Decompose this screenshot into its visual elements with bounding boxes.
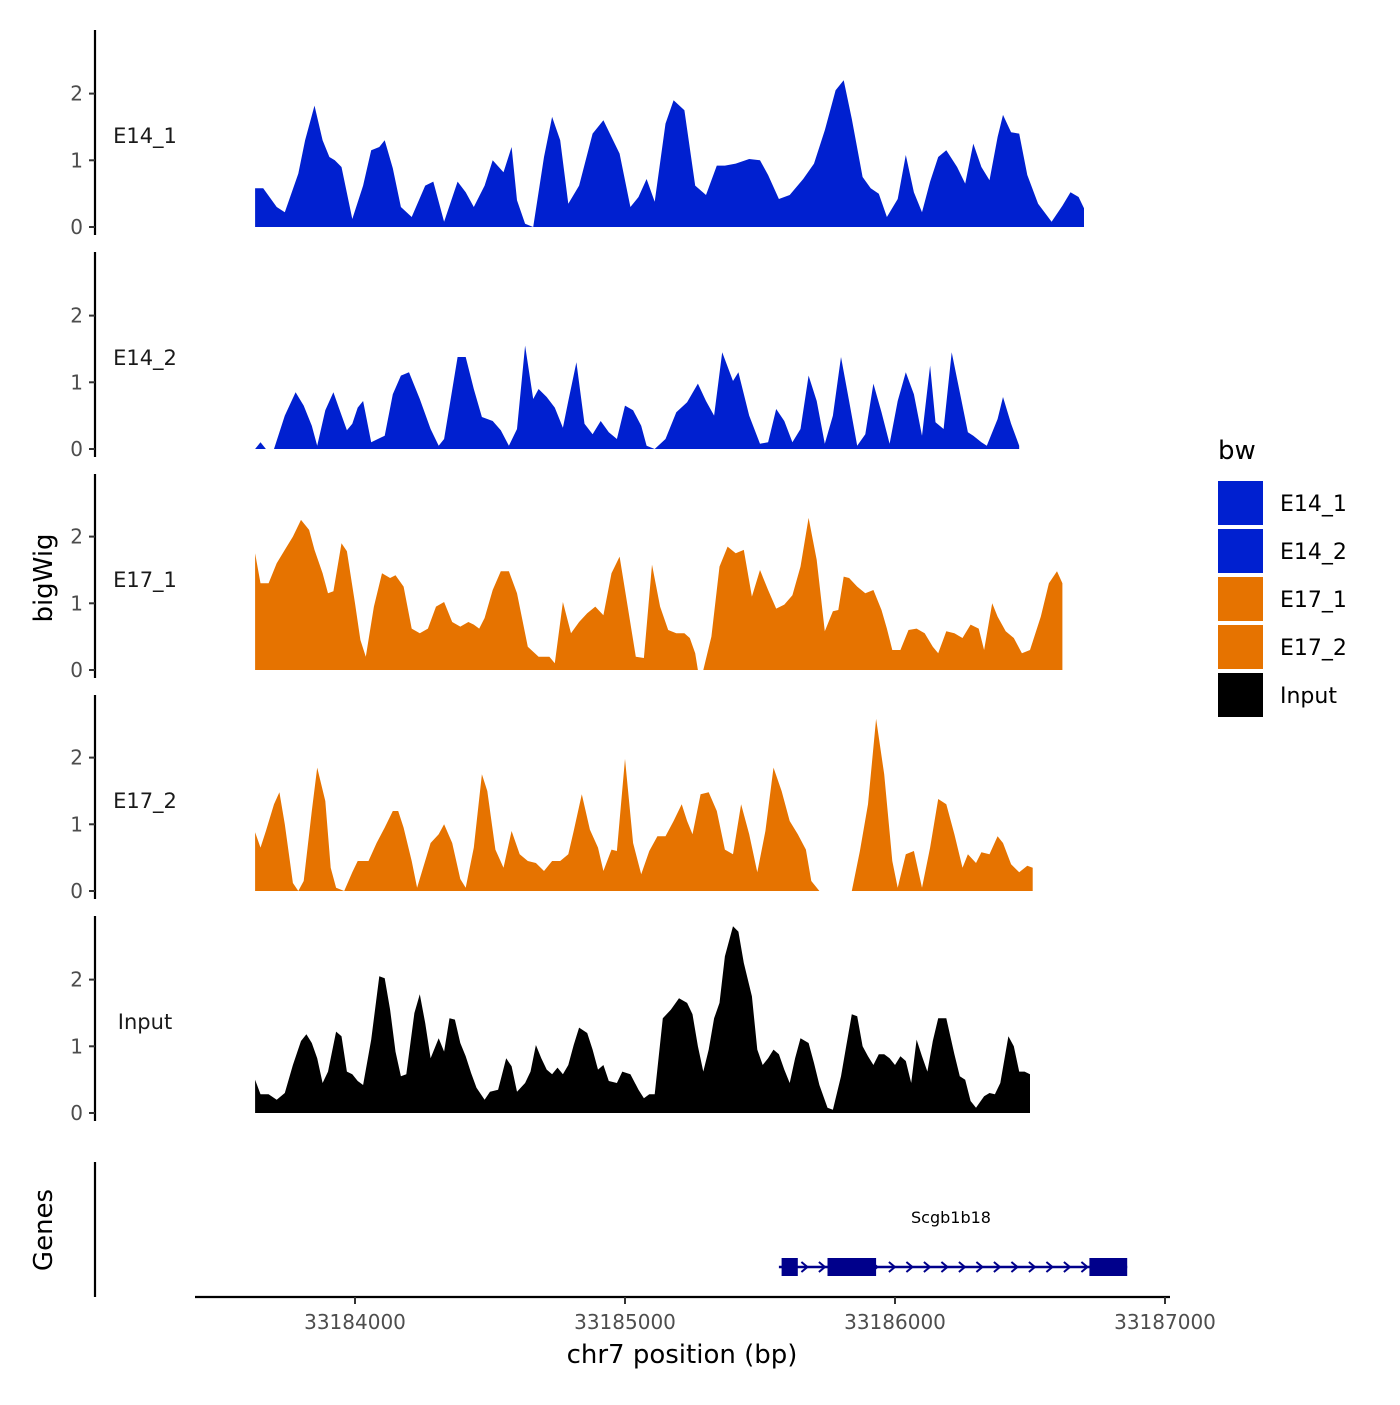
legend-label: Input <box>1280 684 1337 709</box>
track-label: E17_2 <box>113 789 177 814</box>
legend-label: E14_1 <box>1280 492 1347 517</box>
y-axis-title: bigWig <box>29 533 59 622</box>
gene-exon <box>827 1258 877 1276</box>
gene-exon <box>1089 1258 1128 1276</box>
track-e14-2: 0 1 2 E14_2 <box>70 252 1020 461</box>
strand-chevron <box>1063 1261 1072 1273</box>
strand-chevron <box>905 1261 914 1273</box>
x-axis-title: chr7 position (bp) <box>567 1340 798 1370</box>
strand-chevron <box>1080 1261 1089 1273</box>
signal-area <box>255 345 1020 449</box>
legend-key-input <box>1218 673 1263 717</box>
track-label: E17_1 <box>113 568 177 593</box>
y-tick-label: 0 <box>70 879 83 903</box>
y-tick-label: 1 <box>70 1034 83 1058</box>
signal-area <box>255 517 1063 670</box>
strand-chevron <box>1045 1261 1054 1273</box>
track-label: Input <box>118 1010 172 1034</box>
strand-chevron <box>1010 1261 1019 1273</box>
track-label: E14_2 <box>113 346 177 371</box>
y-tick-label: 2 <box>70 968 83 992</box>
track-e17-2: 0 1 2 E17_2 <box>70 695 1033 903</box>
y-tick-label: 0 <box>70 215 83 239</box>
strand-chevron <box>800 1261 809 1273</box>
strand-chevron <box>888 1261 897 1273</box>
strand-chevron <box>1028 1261 1037 1273</box>
legend-key-e17-2 <box>1218 625 1263 669</box>
signal-area <box>255 718 1033 891</box>
x-tick-label: 33184000 <box>304 1310 406 1334</box>
strand-chevron <box>975 1261 984 1273</box>
legend-key-e14-2 <box>1218 529 1263 573</box>
strand-chevron <box>818 1261 827 1273</box>
y-tick-label: 1 <box>70 591 83 615</box>
genes-track: Scgb1b18 <box>93 1162 1128 1297</box>
strand-chevron <box>923 1261 932 1273</box>
y-tick-label: 2 <box>70 304 83 328</box>
signal-area <box>255 926 1031 1113</box>
track-e14-1: 0 1 2 E14_1 <box>70 30 1085 239</box>
legend-label: E17_1 <box>1280 588 1347 613</box>
y-tick-label: 2 <box>70 82 83 106</box>
legend-label: E14_2 <box>1280 540 1347 565</box>
strand-chevron <box>940 1261 949 1273</box>
y-tick-label: 1 <box>70 370 83 394</box>
strand-chevron <box>958 1261 967 1273</box>
y-tick-label: 1 <box>70 812 83 836</box>
y-tick-label: 1 <box>70 148 83 172</box>
y-tick-label: 0 <box>70 1101 83 1125</box>
signal-tracks: 0 1 2 E14_1 0 1 2 E14_2 0 1 2 E17_1 0 1 2 E17_2 0 1 2 Input <box>70 30 1085 1125</box>
legend-key-e14-1 <box>1218 481 1263 525</box>
track-e17-1: 0 1 2 E17_1 <box>70 474 1063 682</box>
gene-name-label: Scgb1b18 <box>911 1208 991 1227</box>
y-tick-label: 0 <box>70 658 83 682</box>
y-tick-label: 2 <box>70 746 83 770</box>
legend-key-e17-1 <box>1218 577 1263 621</box>
track-label: E14_1 <box>113 124 177 149</box>
legend-title: bw <box>1218 436 1256 466</box>
x-axis: 33184000 33185000 33186000 33187000 <box>195 1295 1216 1334</box>
x-tick-label: 33186000 <box>844 1310 946 1334</box>
y-tick-label: 2 <box>70 525 83 549</box>
track-input: 0 1 2 Input <box>70 916 1031 1125</box>
legend-label: E17_2 <box>1280 636 1347 661</box>
legend: bw E14_1 E14_2 E17_1 E17_2 Input <box>1218 436 1347 717</box>
genes-axis-title: Genes <box>29 1189 59 1271</box>
gene-exon <box>781 1258 798 1276</box>
strand-chevron <box>993 1261 1002 1273</box>
y-tick-label: 0 <box>70 437 83 461</box>
x-tick-label: 33187000 <box>1114 1310 1216 1334</box>
signal-area <box>255 80 1085 227</box>
x-tick-label: 33185000 <box>574 1310 676 1334</box>
